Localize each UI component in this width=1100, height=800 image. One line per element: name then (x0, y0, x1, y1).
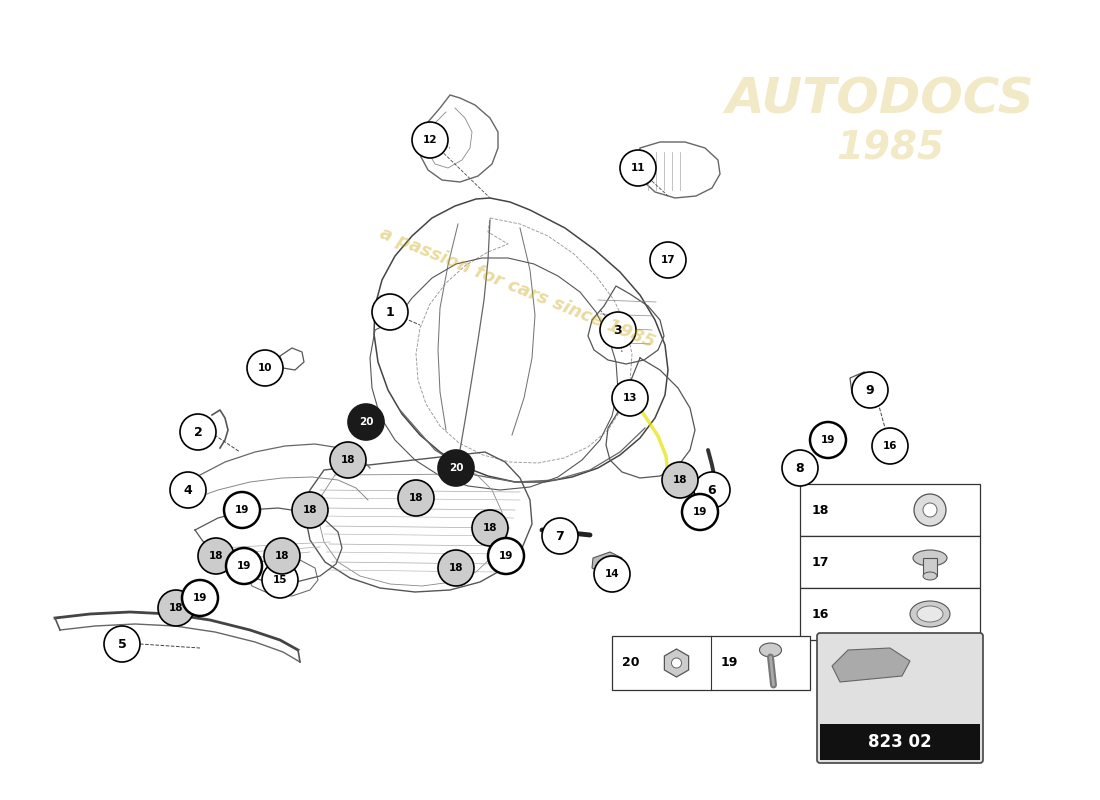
Ellipse shape (923, 572, 937, 580)
Text: 19: 19 (693, 507, 707, 517)
Text: 18: 18 (409, 493, 424, 503)
Circle shape (923, 503, 937, 517)
Bar (612, 636, 810, 690)
Circle shape (810, 422, 846, 458)
Text: 6: 6 (707, 483, 716, 497)
Text: 18: 18 (812, 503, 829, 517)
Circle shape (412, 122, 448, 158)
Text: 5: 5 (118, 638, 127, 650)
Circle shape (682, 494, 718, 530)
Text: 18: 18 (275, 551, 289, 561)
Circle shape (198, 538, 234, 574)
Circle shape (398, 480, 434, 516)
Circle shape (226, 548, 262, 584)
Text: 18: 18 (673, 475, 688, 485)
Text: 1: 1 (386, 306, 395, 318)
Text: 19: 19 (821, 435, 835, 445)
Circle shape (662, 462, 698, 498)
Text: a passion for cars since 1985: a passion for cars since 1985 (376, 224, 658, 352)
Circle shape (694, 472, 730, 508)
Ellipse shape (913, 550, 947, 566)
Circle shape (330, 442, 366, 478)
Text: 19: 19 (236, 561, 251, 571)
Polygon shape (832, 648, 910, 682)
Circle shape (182, 580, 218, 616)
Text: 18: 18 (483, 523, 497, 533)
Ellipse shape (759, 643, 781, 657)
Circle shape (671, 658, 682, 668)
Text: 20: 20 (449, 463, 463, 473)
Text: 17: 17 (812, 555, 829, 569)
Text: 4: 4 (184, 483, 192, 497)
Text: 14: 14 (605, 569, 619, 579)
Text: 18: 18 (449, 563, 463, 573)
FancyBboxPatch shape (817, 633, 983, 763)
Text: 3: 3 (614, 323, 623, 337)
Text: 19: 19 (498, 551, 514, 561)
Circle shape (180, 414, 216, 450)
Text: 2: 2 (194, 426, 202, 438)
Circle shape (348, 404, 384, 440)
Text: 20: 20 (359, 417, 373, 427)
Circle shape (158, 590, 194, 626)
Circle shape (600, 312, 636, 348)
Bar (923, 558, 937, 576)
Ellipse shape (917, 606, 943, 622)
Text: 11: 11 (630, 163, 646, 173)
Polygon shape (592, 552, 622, 574)
Text: 1985: 1985 (836, 129, 944, 167)
Text: 19: 19 (234, 505, 250, 515)
Circle shape (224, 492, 260, 528)
Ellipse shape (910, 601, 950, 627)
Text: 16: 16 (882, 441, 898, 451)
Circle shape (542, 518, 578, 554)
Bar (820, 724, 980, 760)
Text: 13: 13 (623, 393, 637, 403)
Circle shape (472, 510, 508, 546)
Circle shape (170, 472, 206, 508)
Circle shape (248, 350, 283, 386)
Circle shape (488, 538, 524, 574)
Text: 19: 19 (192, 593, 207, 603)
Text: 18: 18 (302, 505, 317, 515)
Text: 12: 12 (422, 135, 438, 145)
Text: 18: 18 (168, 603, 184, 613)
Text: 823 02: 823 02 (868, 733, 932, 751)
Text: 10: 10 (257, 363, 273, 373)
Circle shape (372, 294, 408, 330)
Text: 9: 9 (866, 383, 874, 397)
Polygon shape (664, 649, 689, 677)
Text: 15: 15 (273, 575, 287, 585)
Circle shape (650, 242, 686, 278)
Text: 20: 20 (621, 657, 639, 670)
Circle shape (292, 492, 328, 528)
Circle shape (262, 562, 298, 598)
Bar (800, 536, 980, 588)
Circle shape (872, 428, 908, 464)
Text: 17: 17 (661, 255, 675, 265)
Circle shape (852, 372, 888, 408)
Text: 19: 19 (720, 657, 738, 670)
Bar (800, 484, 980, 536)
Bar (800, 588, 980, 640)
Circle shape (264, 538, 300, 574)
Circle shape (438, 450, 474, 486)
Circle shape (612, 380, 648, 416)
Text: 7: 7 (556, 530, 564, 542)
Text: 18: 18 (209, 551, 223, 561)
Circle shape (620, 150, 656, 186)
Text: 8: 8 (795, 462, 804, 474)
Text: 18: 18 (341, 455, 355, 465)
Circle shape (594, 556, 630, 592)
Circle shape (104, 626, 140, 662)
Circle shape (782, 450, 818, 486)
Text: 16: 16 (812, 607, 829, 621)
Text: AUTODOCS: AUTODOCS (726, 76, 1034, 124)
Circle shape (438, 550, 474, 586)
Circle shape (914, 494, 946, 526)
